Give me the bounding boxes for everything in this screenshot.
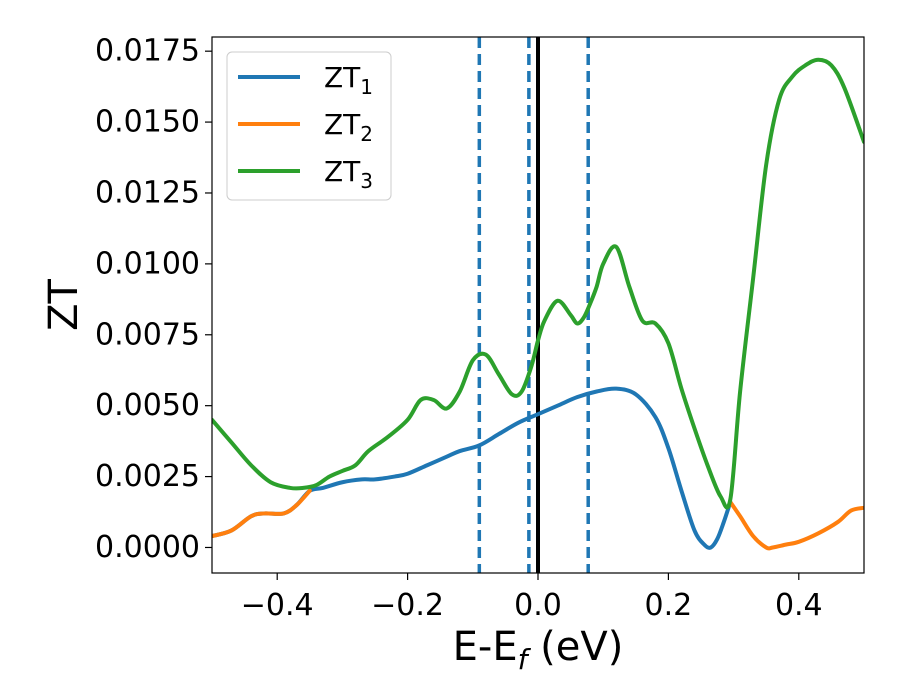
y-axis: 0.0000 0.0025 0.0050 0.0075 0.0100 0.0125 0.01… [95, 34, 212, 565]
series-zt2-line-part-1 [728, 500, 864, 551]
x-axis-label: E-Ef (eV) [453, 624, 624, 676]
y-tick-label: 0.0025 [95, 459, 200, 494]
x-axis: −0.4 −0.2 0.0 0.2 0.4 [241, 573, 823, 623]
y-tick-label: 0.0125 [95, 175, 200, 210]
x-axis-label-main: E-E [453, 624, 518, 670]
x-tick-label: 0.2 [645, 588, 693, 623]
series-zt1-line [212, 386, 733, 550]
legend-label-main: ZT [324, 61, 361, 94]
series-lines [212, 57, 864, 551]
series-zt3-line [212, 57, 864, 510]
reference-lines [477, 37, 590, 573]
x-tick-label: −0.2 [371, 588, 444, 623]
legend-label-zt2: ZT2 [324, 108, 373, 146]
legend-label-subscript: 3 [360, 169, 373, 193]
y-tick-label: 0.0175 [95, 34, 200, 69]
legend-label-main: ZT [324, 108, 361, 141]
legend-label-zt1: ZT1 [324, 61, 373, 99]
plot-area [212, 37, 864, 573]
y-tick-label: 0.0150 [95, 105, 200, 140]
legend-label-subscript: 2 [360, 122, 373, 146]
legend-box [226, 51, 392, 201]
x-tick-label: 0.4 [775, 588, 823, 623]
y-tick-label: 0.0000 [95, 530, 200, 565]
y-axis-label: ZT [41, 279, 87, 331]
legend-label-subscript: 1 [360, 75, 373, 99]
y-tick-label: 0.0075 [95, 317, 200, 352]
x-tick-label: 0.0 [514, 588, 562, 623]
series-zt2-line-part-0 [212, 488, 312, 539]
y-tick-label: 0.0050 [95, 388, 200, 423]
x-tick-label: −0.4 [241, 588, 314, 623]
x-axis-label-unit: (eV) [527, 624, 623, 670]
y-tick-label: 0.0100 [95, 246, 200, 281]
legend-label-main: ZT [324, 155, 361, 188]
legend-label-zt3: ZT3 [324, 155, 373, 193]
